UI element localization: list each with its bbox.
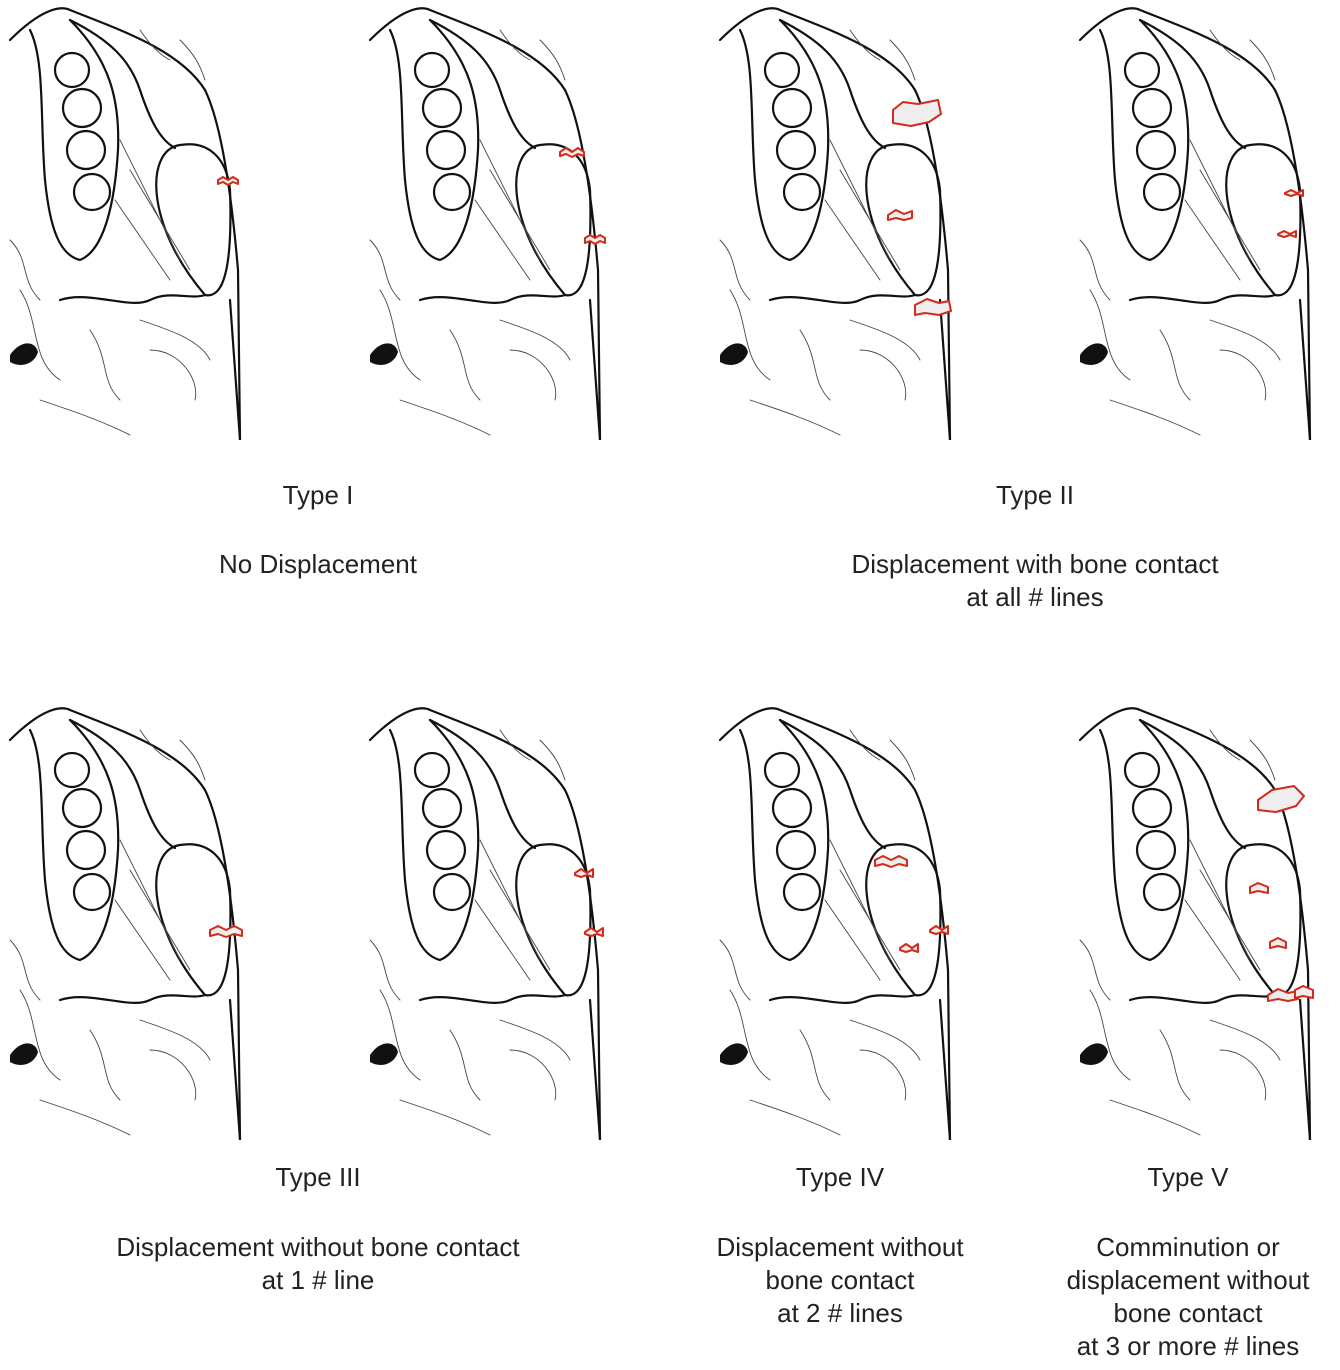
panel-description: Comminution or (1096, 1232, 1280, 1262)
skull-drawing (1080, 708, 1310, 1140)
panel-description: at 2 # lines (777, 1298, 903, 1328)
panel-description: displacement without (1067, 1265, 1311, 1295)
panel-description: at 3 or more # lines (1077, 1331, 1300, 1361)
panel-description: Displacement without bone contact (116, 1232, 520, 1262)
panel-title: Type IV (796, 1162, 885, 1192)
skull-drawing (10, 8, 240, 440)
panel-description: Displacement without (716, 1232, 964, 1262)
skull-drawing (720, 708, 950, 1140)
skull-drawing (1080, 8, 1310, 440)
panel-description: at 1 # line (262, 1265, 375, 1295)
panel-description: No Displacement (219, 549, 418, 579)
panel-title: Type II (996, 480, 1074, 510)
panel-title: Type V (1148, 1162, 1230, 1192)
skull-drawing (370, 8, 600, 440)
skull-drawing (370, 708, 600, 1140)
skull-drawing (720, 8, 950, 440)
panel-title: Type I (283, 480, 354, 510)
skull-drawing (10, 708, 240, 1140)
panel-description: Displacement with bone contact (851, 549, 1219, 579)
figure: Type I No Displacement Type II Displacem… (0, 0, 1340, 1365)
panel-description: bone contact (766, 1265, 916, 1295)
panel-title: Type III (275, 1162, 360, 1192)
panel-description: bone contact (1114, 1298, 1264, 1328)
panel-description: at all # lines (966, 582, 1103, 612)
